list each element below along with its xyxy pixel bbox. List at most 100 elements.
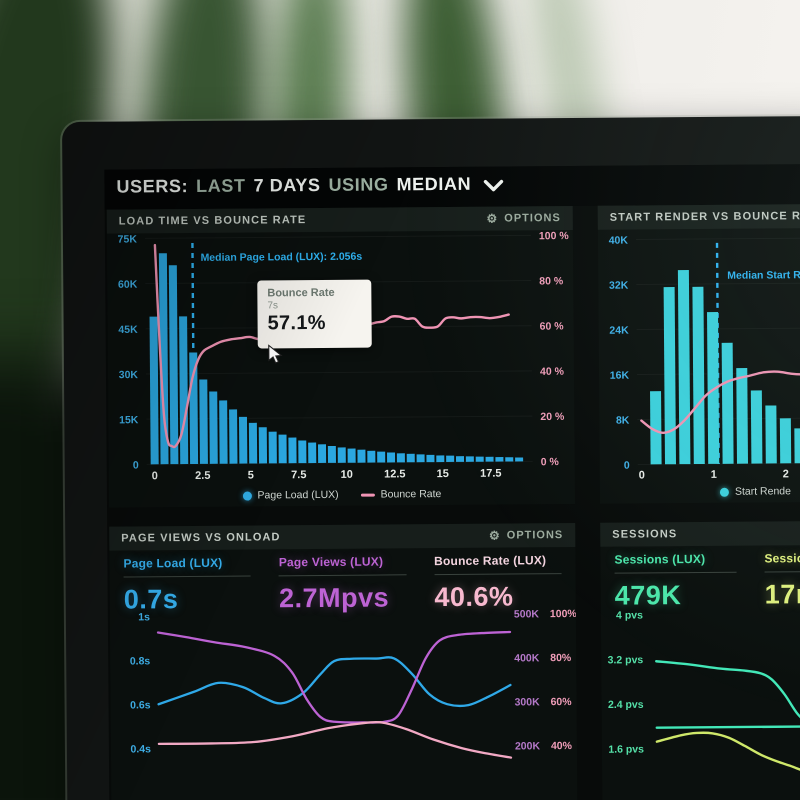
metric-divider bbox=[434, 573, 562, 576]
svg-text:0: 0 bbox=[624, 460, 630, 472]
metric-divider bbox=[123, 575, 251, 578]
header-days: 7 DAYS bbox=[253, 174, 321, 196]
svg-text:24K: 24K bbox=[609, 325, 629, 337]
chart-legend: Start Rende bbox=[719, 485, 792, 498]
svg-text:12.5: 12.5 bbox=[384, 468, 406, 480]
svg-text:0: 0 bbox=[152, 470, 158, 482]
svg-text:2.5: 2.5 bbox=[195, 470, 210, 482]
panel-title: PAGE VIEWS VS ONLOAD bbox=[121, 531, 281, 545]
header-median: MEDIAN bbox=[396, 173, 472, 195]
svg-text:7.5: 7.5 bbox=[291, 469, 306, 481]
legend-item[interactable]: Bounce Rate bbox=[360, 488, 442, 501]
metric-label: Bounce Rate (LUX) bbox=[434, 553, 547, 569]
options-button[interactable]: ⚙ OPTIONS bbox=[486, 211, 561, 226]
svg-text:0 %: 0 % bbox=[541, 456, 560, 468]
gear-icon: ⚙ bbox=[488, 528, 501, 543]
svg-text:40K: 40K bbox=[609, 235, 629, 247]
svg-text:2.4 pvs: 2.4 pvs bbox=[608, 699, 644, 711]
metric-label: Page Load (LUX) bbox=[123, 555, 223, 571]
gear-icon: ⚙ bbox=[486, 211, 499, 226]
svg-text:1s: 1s bbox=[138, 611, 150, 623]
start-render-chart[interactable]: 40K 32K 24K 16K 8K 0 Median Start Rende 0 1 2 bbox=[598, 226, 800, 480]
options-label: OPTIONS bbox=[504, 212, 561, 225]
legend-label: Page Load (LUX) bbox=[257, 488, 339, 502]
svg-text:45K: 45K bbox=[118, 324, 138, 336]
panel-sessions: SESSIONS Sessions (LUX) 479K Session 17m bbox=[600, 519, 800, 800]
svg-text:2: 2 bbox=[783, 468, 789, 479]
header-last: LAST bbox=[196, 175, 246, 196]
metric-divider bbox=[764, 570, 800, 573]
svg-text:400K: 400K bbox=[514, 652, 540, 664]
legend-item[interactable]: Page Load (LUX) bbox=[242, 488, 339, 502]
svg-text:1.6 pvs: 1.6 pvs bbox=[608, 743, 644, 755]
options-label: OPTIONS bbox=[506, 529, 564, 542]
sessions-chart[interactable]: 4 pvs 3.2 pvs 2.4 pvs 1.6 pvs bbox=[601, 599, 800, 800]
svg-text:75K: 75K bbox=[118, 233, 138, 245]
panel-title: SESSIONS bbox=[612, 528, 678, 541]
svg-text:3.2 pvs: 3.2 pvs bbox=[608, 654, 644, 666]
svg-text:0.8s: 0.8s bbox=[130, 655, 151, 667]
chevron-down-icon[interactable] bbox=[483, 179, 503, 192]
svg-text:5: 5 bbox=[248, 470, 254, 482]
svg-text:32K: 32K bbox=[609, 280, 629, 292]
tooltip-value: 57.1% bbox=[267, 311, 326, 335]
svg-text:1: 1 bbox=[711, 469, 717, 480]
load-time-chart[interactable]: 75K 60K 45K 30K 15K 0 100 % 80 % 60 % 40 % 20 % 0 %… bbox=[107, 230, 575, 484]
tooltip-subtitle: 7s bbox=[267, 300, 279, 312]
panel-start-render-vs-bounce-rate: START RENDER VS BOUNCE RATE 40K 32K 24K 16K… bbox=[597, 202, 800, 504]
svg-text:20 %: 20 % bbox=[540, 411, 565, 423]
svg-text:0.6s: 0.6s bbox=[130, 699, 151, 711]
legend-label: Bounce Rate bbox=[380, 488, 442, 501]
dashboard-header: USERS: LAST 7 DAYS USING MEDIAN bbox=[104, 162, 800, 210]
svg-text:500K: 500K bbox=[514, 608, 540, 620]
legend-dot-icon bbox=[719, 487, 729, 497]
svg-text:60%: 60% bbox=[551, 696, 573, 708]
header-users: USERS: bbox=[116, 176, 189, 197]
laptop-screen: USERS: LAST 7 DAYS USING MEDIAN LOAD TIM… bbox=[62, 114, 800, 800]
svg-text:30K: 30K bbox=[119, 369, 139, 381]
svg-text:8K: 8K bbox=[616, 415, 630, 427]
svg-text:4 pvs: 4 pvs bbox=[616, 609, 643, 621]
dashboard: USERS: LAST 7 DAYS USING MEDIAN LOAD TIM… bbox=[104, 162, 800, 800]
svg-text:Median Start Rende: Median Start Rende bbox=[727, 269, 800, 282]
page-views-chart[interactable]: 1s 0.8s 0.6s 0.4s 500K 400K 300K 200K 100% 80% 60%… bbox=[110, 603, 578, 800]
svg-text:40%: 40% bbox=[551, 740, 573, 752]
svg-text:0: 0 bbox=[133, 459, 139, 471]
svg-text:0: 0 bbox=[639, 469, 645, 479]
svg-text:15K: 15K bbox=[119, 414, 139, 426]
svg-text:60 %: 60 % bbox=[540, 320, 565, 332]
svg-text:200K: 200K bbox=[515, 740, 541, 752]
svg-text:0.4s: 0.4s bbox=[130, 743, 151, 755]
metric-label: Sessions (LUX) bbox=[614, 551, 706, 567]
dashboard-screen: USERS: LAST 7 DAYS USING MEDIAN LOAD TIM… bbox=[104, 162, 800, 800]
options-button[interactable]: ⚙ OPTIONS bbox=[488, 528, 564, 543]
legend-line-icon bbox=[360, 493, 375, 497]
chart-tooltip: Bounce Rate 7s 57.1% bbox=[257, 279, 372, 349]
mouse-pointer-icon bbox=[268, 344, 283, 364]
tooltip-title: Bounce Rate bbox=[267, 286, 335, 300]
metric-label: Page Views (LUX) bbox=[278, 554, 384, 570]
svg-text:10: 10 bbox=[341, 469, 353, 481]
svg-text:80 %: 80 % bbox=[539, 275, 564, 287]
svg-text:60K: 60K bbox=[118, 279, 138, 291]
legend-item[interactable]: Start Rende bbox=[719, 485, 792, 498]
svg-text:40 %: 40 % bbox=[540, 366, 565, 378]
legend-label: Start Rende bbox=[734, 485, 792, 498]
svg-text:80%: 80% bbox=[550, 652, 572, 664]
chart-legend: Page Load (LUX) Bounce Rate bbox=[109, 487, 575, 503]
svg-text:Median Page Load (LUX): 2.056s: Median Page Load (LUX): 2.056s bbox=[200, 251, 362, 264]
svg-text:100 %: 100 % bbox=[539, 230, 570, 242]
panel-title: LOAD TIME VS BOUNCE RATE bbox=[118, 214, 307, 228]
metric-divider bbox=[614, 571, 737, 574]
metric-divider bbox=[278, 574, 407, 577]
header-using: USING bbox=[328, 174, 389, 195]
panel-page-views-vs-onload: PAGE VIEWS VS ONLOAD ⚙ OPTIONS Page Load… bbox=[109, 522, 578, 800]
svg-text:300K: 300K bbox=[515, 696, 541, 708]
panel-title: START RENDER VS BOUNCE RATE bbox=[609, 210, 800, 224]
svg-text:100%: 100% bbox=[550, 608, 578, 620]
svg-text:17.5: 17.5 bbox=[480, 468, 502, 480]
users-filter-selector[interactable]: USERS: LAST 7 DAYS USING MEDIAN bbox=[104, 162, 800, 197]
legend-dot-icon bbox=[242, 491, 252, 501]
metric-label: Session bbox=[764, 551, 800, 566]
